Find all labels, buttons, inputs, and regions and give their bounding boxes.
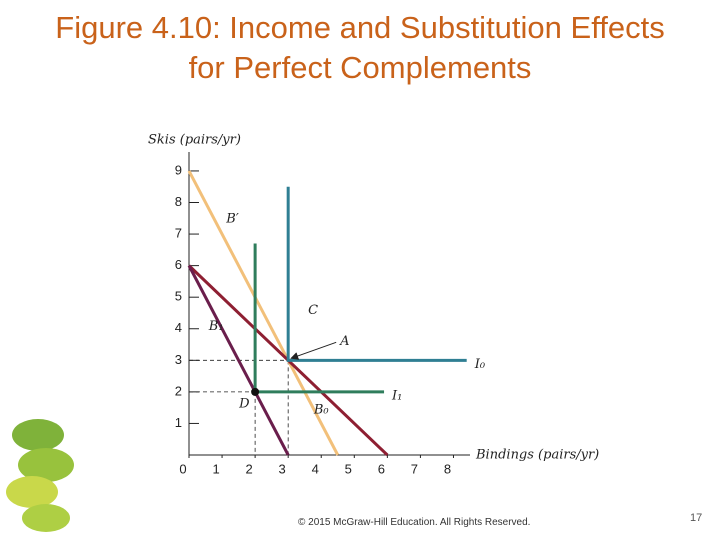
series-line xyxy=(286,186,467,362)
slide-title: Figure 4.10: Income and Substitution Eff… xyxy=(55,10,665,85)
x-axis-label: Bindings (pairs/yr) xyxy=(475,448,599,463)
y-tick-label: 8 xyxy=(175,194,182,209)
arrow xyxy=(290,341,337,360)
footer: © 2015 McGraw-Hill Education. All Rights… xyxy=(298,517,531,528)
x-tick-label: 0 xyxy=(179,461,186,476)
series-label: B₁ xyxy=(208,319,224,334)
series-label: I₀ xyxy=(474,357,486,372)
x-tick-label: 7 xyxy=(411,461,418,476)
y-tick-label: 9 xyxy=(175,162,182,177)
series-line xyxy=(187,264,290,456)
y-tick-label: 2 xyxy=(175,383,182,398)
point-marker xyxy=(251,387,260,396)
x-tick-label: 4 xyxy=(312,461,319,476)
series-line xyxy=(253,243,385,394)
y-tick-label: 5 xyxy=(175,289,182,304)
x-tick-label: 8 xyxy=(444,461,451,476)
x-tick-label: 5 xyxy=(345,461,352,476)
series-label: B₀ xyxy=(313,402,330,417)
x-tick-label: 2 xyxy=(246,461,253,476)
page-number: 17 xyxy=(690,512,703,524)
leaf-decoration xyxy=(6,419,74,532)
x-tick-label: 1 xyxy=(212,461,219,476)
point-label: D xyxy=(238,396,250,411)
series-line xyxy=(187,170,340,456)
y-tick-label: 1 xyxy=(175,415,182,430)
point-label: A xyxy=(339,334,349,349)
y-tick-label: 3 xyxy=(175,352,182,367)
y-tick-label: 4 xyxy=(175,320,182,335)
y-axis-label: Skis (pairs/yr) xyxy=(148,133,241,148)
series-label: B′ xyxy=(225,212,239,227)
annotation: C xyxy=(308,303,318,318)
series-label: I₁ xyxy=(391,388,402,403)
x-tick-label: 3 xyxy=(279,461,286,476)
y-tick-label: 7 xyxy=(175,226,182,241)
y-tick-label: 6 xyxy=(175,257,182,272)
x-tick-label: 6 xyxy=(378,461,385,476)
